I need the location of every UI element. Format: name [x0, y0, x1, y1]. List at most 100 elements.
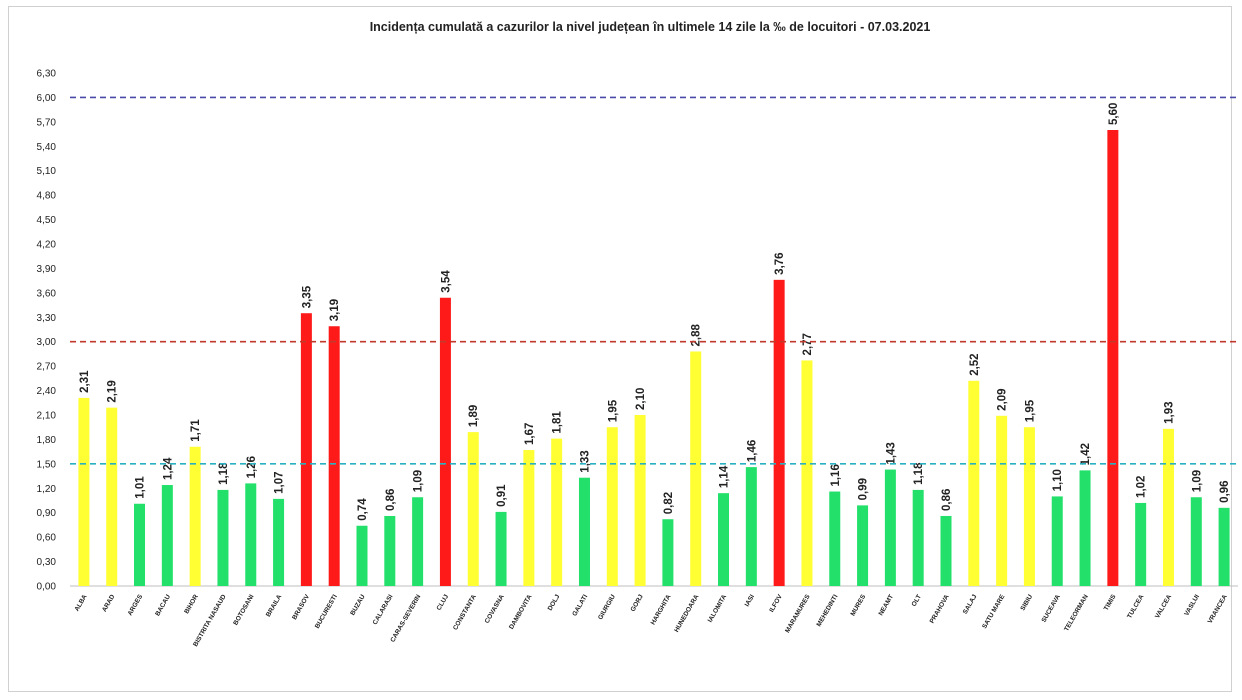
y-tick-label: 4,80	[37, 191, 57, 202]
data-label: 3,54	[440, 270, 452, 293]
bar	[189, 446, 201, 586]
y-tick-label: 6,00	[37, 93, 57, 104]
data-label: 1,09	[1191, 470, 1203, 492]
y-tick-label: 5,10	[37, 166, 57, 177]
bar	[829, 491, 841, 586]
x-tick-label: DOLJ	[547, 593, 562, 612]
bar	[634, 415, 646, 586]
x-tick-label: BUZAU	[349, 593, 367, 616]
x-tick-label: PRAHOVA	[929, 593, 951, 624]
data-label: 1,42	[1080, 443, 1092, 465]
y-tick-label: 0,00	[37, 582, 57, 593]
y-tick-label: 3,90	[37, 264, 57, 275]
x-tick-label: BRAILA	[265, 593, 283, 618]
x-tick-label: MEHEDINTI	[816, 593, 840, 628]
x-tick-label: BRASOV	[291, 593, 311, 621]
data-label: 3,35	[301, 285, 313, 308]
bar	[857, 505, 869, 586]
y-tick-label: 3,60	[37, 288, 57, 299]
bar	[134, 503, 146, 586]
x-tick-label: HUNEDOARA	[673, 593, 700, 633]
data-label: 0,86	[385, 489, 397, 511]
bar	[801, 360, 813, 586]
x-tick-label: DAMBOVITA	[508, 593, 534, 630]
data-label: 5,60	[1108, 103, 1120, 125]
bar	[495, 511, 507, 586]
data-label: 2,88	[691, 323, 703, 346]
x-tick-label: GIURGIU	[597, 593, 617, 621]
x-tick-label: SUCEAVA	[1040, 593, 1062, 623]
x-tick-label: BUCURESTI	[314, 593, 339, 630]
data-label: 2,77	[802, 333, 814, 355]
x-tick-label: GORJ	[630, 593, 645, 613]
data-label: 0,99	[858, 478, 870, 500]
chart-title: Incidența cumulată a cazurilor la nivel …	[369, 20, 931, 34]
x-tick-label: BOTOSANI	[232, 593, 255, 626]
bar	[439, 297, 451, 586]
bar	[1162, 428, 1174, 586]
data-label: 0,96	[1219, 480, 1231, 502]
x-tick-label: SIBIU	[1019, 593, 1034, 612]
bar	[773, 279, 785, 586]
x-tick-label: MARAMURES	[784, 593, 812, 634]
bar	[78, 397, 90, 586]
data-label: 1,67	[524, 423, 536, 445]
y-tick-label: 2,70	[37, 362, 57, 373]
bar	[1218, 507, 1230, 586]
data-label: 0,86	[941, 489, 953, 511]
bar	[328, 326, 340, 586]
x-tick-label: IASI	[744, 593, 756, 608]
x-tick-label: VASLUI	[1183, 593, 1201, 617]
y-tick-label: 5,70	[37, 117, 57, 128]
bar	[690, 351, 702, 586]
data-label: 2,19	[107, 380, 119, 402]
x-tick-label: SATU MARE	[981, 593, 1006, 630]
bar	[884, 469, 896, 586]
x-tick-label: CLUJ	[436, 593, 451, 612]
x-tick-label: TELEORMAN	[1063, 593, 1090, 632]
bar	[356, 525, 368, 586]
bar	[523, 450, 535, 586]
y-tick-label: 6,30	[37, 69, 57, 80]
data-label: 2,09	[997, 388, 1009, 410]
bar	[662, 519, 674, 586]
bar	[106, 407, 118, 586]
bar	[412, 497, 424, 586]
bar	[1190, 497, 1202, 586]
data-label: 1,16	[830, 464, 842, 486]
data-label: 1,43	[885, 442, 897, 464]
x-tick-label: CONSTANTA	[452, 593, 478, 631]
data-label: 0,74	[357, 498, 369, 521]
x-tick-label: BIHOR	[183, 593, 200, 615]
x-tick-label: TIMIS	[1103, 593, 1118, 612]
x-tick-label: ARAD	[101, 593, 117, 613]
x-tick-label: SALAJ	[962, 593, 979, 615]
data-label: 0,91	[496, 484, 508, 507]
y-tick-label: 0,90	[37, 508, 57, 519]
data-label: 3,19	[329, 299, 341, 321]
x-tick-label: CARAS-SEVERIN	[389, 593, 422, 643]
bar	[217, 489, 229, 586]
bar	[912, 489, 924, 586]
bar	[718, 493, 730, 586]
data-label: 1,26	[246, 456, 258, 478]
y-tick-label: 1,50	[37, 459, 57, 470]
bar	[161, 485, 173, 586]
data-label: 1,81	[552, 411, 564, 434]
data-label: 1,93	[1163, 401, 1175, 423]
y-tick-label: 5,40	[37, 142, 57, 153]
data-label: 0,82	[663, 492, 675, 514]
data-label: 1,01	[135, 476, 147, 499]
y-tick-label: 0,60	[37, 533, 57, 544]
bar	[578, 477, 590, 586]
x-tick-label: VRANCEA	[1207, 593, 1229, 625]
data-label: 2,10	[635, 388, 647, 410]
x-tick-label: COVASNA	[484, 593, 506, 624]
data-label: 1,95	[607, 399, 619, 422]
y-tick-label: 0,30	[37, 557, 57, 568]
x-tick-label: GALATI	[571, 593, 589, 617]
bar	[1107, 130, 1119, 586]
y-tick-label: 2,10	[37, 411, 57, 422]
data-label: 1,10	[1052, 469, 1064, 491]
